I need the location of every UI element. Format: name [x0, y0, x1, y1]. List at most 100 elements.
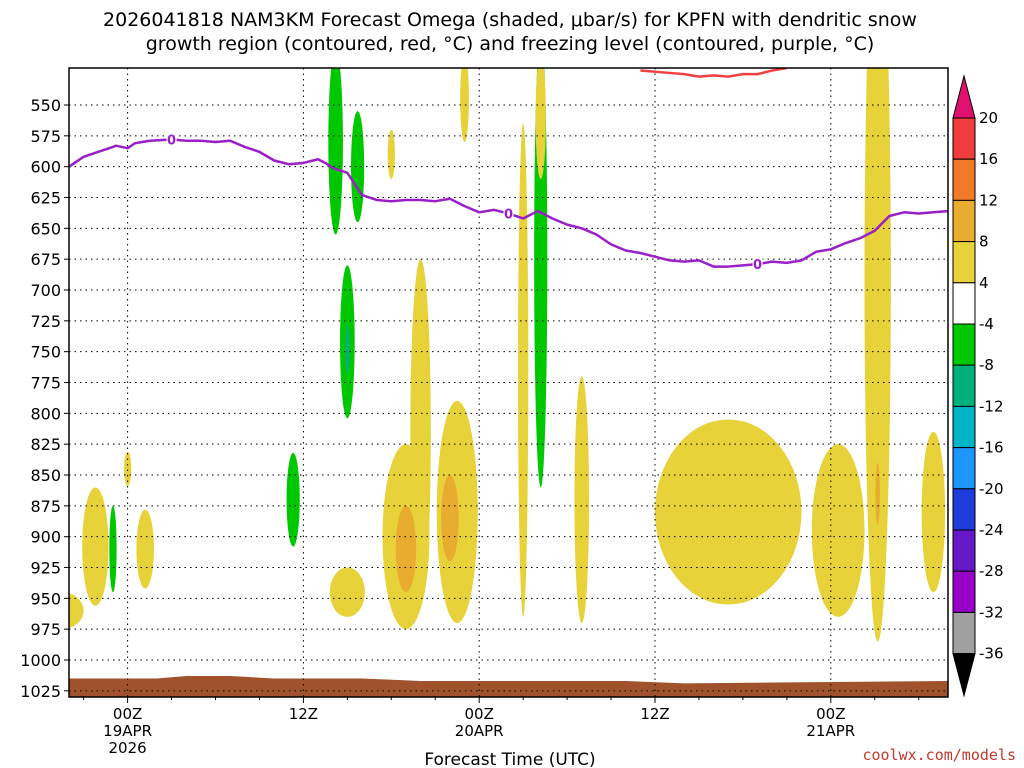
colorbar-segment-4	[952, 282, 976, 325]
y-tick-label-875: 875	[30, 497, 61, 516]
omega-region-9	[345, 324, 350, 374]
omega-region-1	[82, 487, 109, 606]
freezing-label-0: 0	[167, 134, 176, 149]
omega-region-16	[441, 475, 459, 562]
surface-band	[69, 676, 948, 697]
freezing-label-bg-2	[752, 256, 763, 273]
colorbar-segment-0	[952, 117, 976, 160]
colorbar-label--16: -16	[979, 439, 1004, 457]
omega-region-0	[69, 593, 84, 629]
colorbar-segment-6	[952, 364, 976, 407]
colorbar-label--8: -8	[979, 356, 994, 374]
dgz-contour-line	[640, 68, 788, 78]
colorbar-label-16: 16	[979, 150, 998, 168]
y-tick-label-775: 775	[30, 374, 61, 393]
colorbar-label--20: -20	[979, 480, 1004, 498]
x-tick-label-0-0: 00Z	[113, 705, 142, 723]
x-tick-label-0-1: 19APR	[103, 722, 152, 740]
y-axis: 550 575 600 625 650 675 700 725 750 775 800 825 850 8…	[20, 96, 69, 701]
y-tick-label-975: 975	[30, 620, 61, 639]
y-tick-label-1025: 1025	[20, 682, 61, 701]
y-tick-label-600: 600	[30, 158, 61, 177]
y-tick-label-1000: 1000	[20, 651, 61, 670]
colorbar-label-20: 20	[979, 109, 998, 127]
omega-region-4	[123, 451, 132, 487]
colorbar-segment-3	[952, 241, 976, 284]
x-tick-label-12-0: 12Z	[289, 705, 318, 723]
y-tick-label-850: 850	[30, 466, 61, 485]
omega-region-23	[811, 444, 865, 617]
y-tick-label-675: 675	[30, 250, 61, 269]
plot-background	[69, 68, 948, 697]
x-axis-title: Forecast Time (UTC)	[424, 750, 595, 768]
omega-region-17	[460, 68, 469, 142]
omega-region-3	[136, 509, 154, 589]
chart-title-line1: 2026041818 NAM3KM Forecast Omega (shaded…	[103, 9, 917, 31]
omega-region-14	[395, 505, 417, 593]
y-tick-label-650: 650	[30, 219, 61, 238]
chart-title-line2: growth region (contoured, red, °C) and f…	[146, 33, 875, 55]
colorbar-segment-2	[952, 199, 976, 243]
x-tick-label-24-1: 20APR	[455, 722, 504, 740]
colorbar-label-12: 12	[979, 191, 998, 209]
colorbar-bottom-arrow	[952, 653, 976, 698]
omega-region-20	[535, 68, 546, 179]
colorbar-segment-5	[952, 323, 976, 366]
omega-region-5	[286, 452, 300, 547]
x-tick-label-36-0: 12Z	[640, 705, 669, 723]
colorbar-segment-8	[952, 447, 976, 490]
omega-region-21	[574, 376, 590, 623]
credit-text: coolwx.com/models	[862, 746, 1016, 764]
colorbar-label--28: -28	[979, 562, 1004, 580]
omega-region-25	[875, 462, 880, 525]
y-tick-label-750: 750	[30, 343, 61, 362]
y-tick-label-725: 725	[30, 312, 61, 331]
freezing-label-2: 0	[753, 258, 762, 273]
omega-region-11	[329, 567, 365, 617]
y-tick-label-700: 700	[30, 281, 61, 300]
colorbar-label--4: -4	[979, 315, 994, 333]
colorbar-segment-12	[952, 611, 976, 655]
omega-region-26	[921, 431, 946, 593]
omega-region-7	[351, 111, 365, 223]
colorbar-top-arrow	[952, 74, 976, 119]
x-tick-label-48-0: 00Z	[816, 705, 845, 723]
colorbar-label-8: 8	[979, 233, 989, 251]
dgz-contour	[640, 68, 788, 78]
plot-area: 0 0 0	[68, 67, 949, 698]
colorbar-segment-7	[952, 405, 976, 449]
y-tick-label-950: 950	[30, 589, 61, 608]
omega-region-6	[328, 68, 343, 235]
freezing-level-line	[69, 138, 948, 268]
freezing-label-1: 0	[504, 208, 513, 223]
y-tick-label-550: 550	[30, 96, 61, 115]
y-tick-label-825: 825	[30, 435, 61, 454]
colorbar-label--24: -24	[979, 521, 1004, 539]
freezing-level-contour: 0 0 0	[69, 131, 948, 273]
y-tick-label-625: 625	[30, 189, 61, 208]
x-tick-label-48-1: 21APR	[806, 722, 855, 740]
y-tick-label-575: 575	[30, 127, 61, 146]
y-tick-label-900: 900	[30, 528, 61, 547]
colorbar-label--12: -12	[979, 397, 1004, 415]
omega-region-18	[518, 123, 529, 617]
freezing-label-bg-1	[503, 205, 514, 222]
x-tick-label-0-2: 2026	[109, 739, 147, 757]
x-tick-label-24-0: 00Z	[465, 705, 494, 723]
omega-region-22	[655, 419, 802, 605]
omega-region-24	[864, 68, 891, 642]
freezing-label-bg-0	[166, 131, 177, 148]
y-tick-label-800: 800	[30, 404, 61, 423]
colorbar-segment-9	[952, 488, 976, 531]
omega-region-10	[387, 129, 395, 179]
y-tick-label-925: 925	[30, 559, 61, 578]
colorbar-segment-11	[952, 570, 976, 613]
colorbar-label-4: 4	[979, 274, 989, 292]
surface-terrain	[69, 676, 948, 697]
colorbar: 20 16 12 8 4 -4 -8 -12 -16 -20 -24 -28 -32 -36	[952, 74, 1004, 698]
colorbar-label--36: -36	[979, 645, 1004, 663]
colorbar-label--32: -32	[979, 603, 1004, 621]
omega-region-2	[109, 505, 117, 593]
